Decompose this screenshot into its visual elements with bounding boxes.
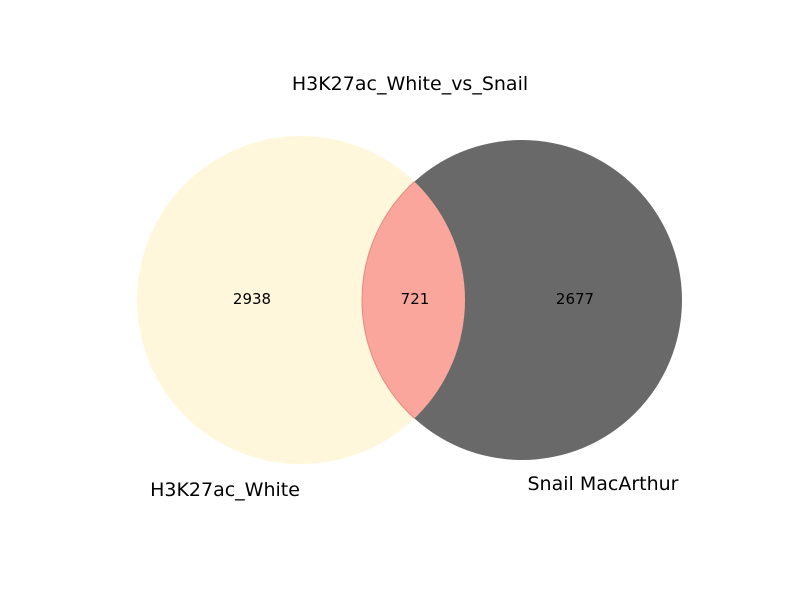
set-b-label: Snail MacArthur	[528, 473, 679, 495]
intersection-region	[361, 139, 465, 461]
chart-title: H3K27ac_White_vs_Snail	[292, 73, 528, 95]
count-only-a: 2938	[233, 290, 271, 308]
count-only-b: 2677	[556, 290, 594, 308]
count-intersection: 721	[401, 290, 430, 308]
set-a-circle	[137, 136, 465, 464]
set-a-label: H3K27ac_White	[150, 479, 300, 501]
